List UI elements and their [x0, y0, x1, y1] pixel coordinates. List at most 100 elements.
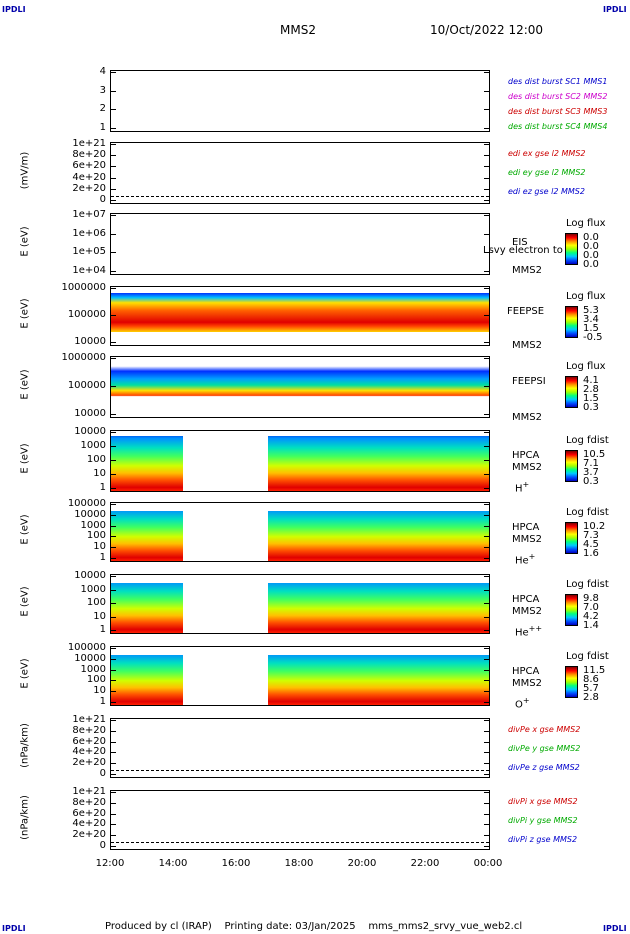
side-label-8-spacecraft: MMS2 — [512, 606, 542, 617]
y-tick-mark — [484, 792, 490, 793]
y-tick-label: 1e+04 — [72, 265, 106, 276]
y-tick-mark — [484, 630, 490, 631]
y-tick-label: 1000000 — [61, 282, 106, 293]
y-tick-mark — [484, 109, 490, 111]
y-tick-label: 10000 — [74, 336, 106, 347]
y-tick-label: 10 — [93, 541, 106, 553]
colorbar-value: 7.0 — [583, 602, 599, 613]
y-tick-label: 10000 — [74, 408, 106, 419]
y-tick-mark — [110, 474, 116, 475]
y-tick-mark — [484, 525, 490, 527]
y-tick-mark — [484, 802, 490, 804]
y-tick-mark — [484, 446, 490, 447]
corner-label-bottom-left: IPDLI — [2, 924, 26, 933]
y-tick-mark — [110, 680, 116, 682]
colorbar-6-title: Log fdist — [566, 435, 609, 446]
colorbar-value: 11.5 — [583, 665, 606, 676]
colorbar-4 — [565, 306, 578, 338]
colorbar-value: 2.8 — [583, 384, 599, 395]
y-tick-mark — [484, 215, 490, 216]
y-tick-label: 10 — [93, 610, 106, 622]
side-label-5-instrument: FEEPSI — [512, 376, 546, 387]
y-tick-mark — [110, 72, 116, 73]
y-tick-mark — [484, 669, 490, 671]
y-tick-mark — [110, 702, 116, 703]
y-tick-mark — [110, 536, 116, 538]
top-mask — [111, 503, 489, 511]
y-tick-mark — [110, 432, 116, 433]
y-tick-label: 10 — [93, 468, 106, 479]
y-tick-mark — [484, 680, 490, 682]
plot-datetime: 10/Oct/2022 12:00 — [430, 23, 544, 37]
y-tick-mark — [484, 474, 490, 475]
colorbar-value: 4.2 — [583, 611, 599, 622]
y-tick-label: 1000 — [80, 663, 106, 675]
colorbar-value: 5.3 — [583, 305, 599, 316]
y-tick-mark — [110, 630, 116, 631]
overlay-text: Lsvy electron to — [483, 245, 563, 256]
y-tick-label: 2 — [99, 103, 106, 115]
panel-10-ylabel: (nPa/km) — [19, 723, 31, 768]
side-label-7-instrument: HPCA — [512, 522, 540, 533]
y-tick-label: 2e+20 — [72, 757, 106, 769]
y-tick-label: 1e+21 — [72, 714, 106, 725]
y-tick-mark — [110, 802, 116, 804]
y-tick-mark — [484, 386, 490, 387]
x-tick-label: 18:00 — [284, 858, 314, 869]
y-tick-mark — [484, 188, 490, 190]
y-tick-mark — [484, 658, 490, 660]
y-tick-label: 10000 — [74, 508, 106, 520]
y-tick-label: 4e+20 — [72, 171, 106, 183]
y-tick-mark — [110, 658, 116, 660]
y-tick-label: 1e+21 — [72, 138, 106, 149]
y-tick-mark — [484, 720, 490, 721]
side-label-8-species: He++ — [515, 624, 542, 638]
y-tick-label: 100000 — [67, 642, 106, 653]
footer: Produced by cl (IRAP) Printing date: 03/… — [105, 921, 522, 932]
legend-1-3: des dist burst SC3 MMS3 — [508, 107, 608, 116]
x-tick-label: 20:00 — [347, 858, 377, 869]
top-mask — [111, 647, 489, 655]
y-tick-mark — [110, 763, 116, 765]
corner-label-bottom-right: IPDLI — [603, 924, 627, 933]
species-name: He — [515, 555, 529, 567]
colorbar-6 — [565, 450, 578, 482]
y-tick-label: 1 — [99, 552, 106, 563]
y-tick-label: 2e+20 — [72, 829, 106, 841]
y-tick-mark — [110, 109, 116, 111]
y-tick-label: 100 — [86, 530, 106, 542]
colorbar-value: 10.5 — [583, 449, 606, 460]
y-tick-mark — [110, 252, 116, 254]
y-tick-mark — [484, 514, 490, 516]
y-tick-mark — [110, 648, 116, 649]
y-tick-mark — [484, 252, 490, 254]
side-label-3-spacecraft: MMS2 — [512, 265, 542, 276]
y-tick-label: 0 — [99, 194, 106, 205]
y-tick-mark — [110, 741, 116, 743]
y-tick-label: 4e+20 — [72, 818, 106, 830]
species-charge: + — [522, 696, 530, 705]
colorbar-9 — [565, 666, 578, 698]
panel-2-ylabel: (mV/m) — [19, 151, 31, 190]
y-tick-mark — [484, 536, 490, 538]
y-tick-label: 100 — [86, 674, 106, 686]
y-tick-mark — [110, 488, 116, 489]
y-tick-mark — [484, 233, 490, 235]
y-tick-mark — [110, 752, 116, 754]
y-tick-label: 1 — [99, 696, 106, 707]
y-tick-mark — [110, 200, 116, 201]
colorbar-value: 1.4 — [583, 620, 599, 631]
y-tick-mark — [110, 514, 116, 516]
y-tick-mark — [484, 730, 490, 732]
legend-2-2: edi ey gse l2 MMS2 — [508, 168, 586, 177]
y-tick-mark — [110, 504, 116, 505]
colorbar-value: 2.8 — [583, 692, 599, 703]
panel-5-ylabel: E (eV) — [19, 369, 31, 400]
panel-8 — [110, 574, 490, 634]
y-tick-mark — [484, 813, 490, 815]
side-label-6-instrument: HPCA — [512, 450, 540, 461]
colorbar-8 — [565, 594, 578, 626]
y-tick-mark — [484, 128, 490, 129]
y-tick-mark — [110, 616, 116, 618]
y-tick-label: 1 — [99, 482, 106, 493]
